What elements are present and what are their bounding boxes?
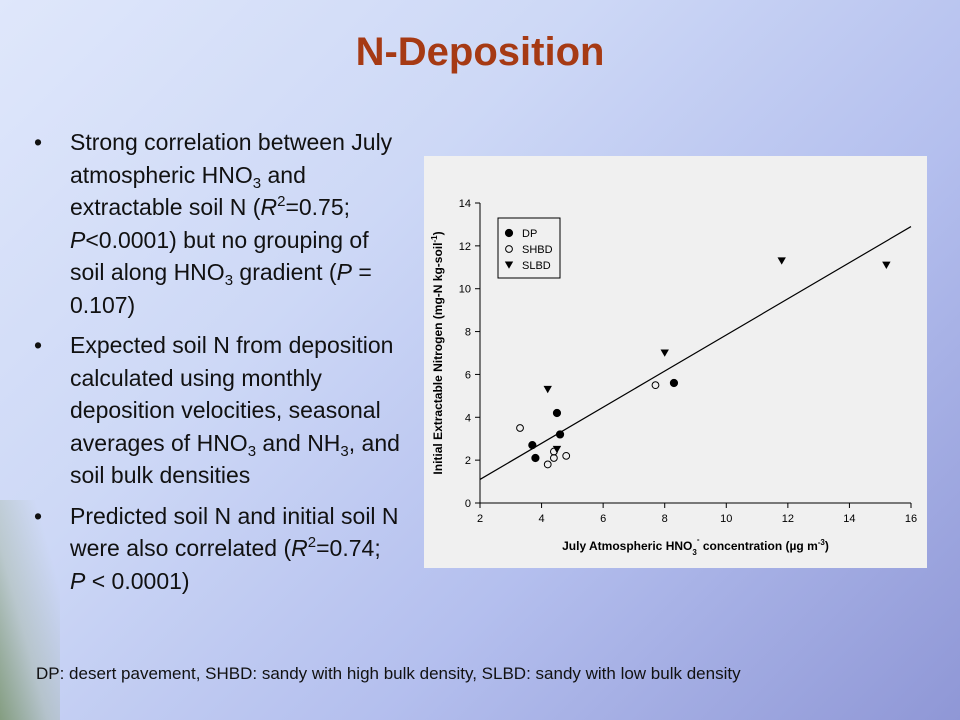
legend-marker-slbd	[504, 261, 514, 269]
x-tick-label: 16	[905, 513, 917, 525]
data-point-slbd	[543, 385, 552, 394]
y-tick-label: 14	[459, 198, 471, 210]
legend-label-slbd: SLBD	[522, 260, 551, 272]
bullet-text: Predicted soil N and initial soil N were…	[70, 502, 399, 594]
x-tick-label: 4	[539, 513, 545, 525]
y-tick-label: 8	[465, 327, 471, 339]
x-tick-label: 12	[782, 513, 794, 525]
data-point-dp	[552, 408, 562, 418]
y-tick-label: 6	[465, 369, 471, 381]
legend-box	[497, 217, 561, 279]
bullet-text: Strong correlation between July atmosphe…	[70, 129, 393, 318]
bullet-item: • Strong correlation between July atmosph…	[30, 126, 400, 321]
data-point-dp	[528, 441, 537, 450]
x-tick-label: 14	[843, 513, 855, 525]
y-axis-title: Initial Extractable Nitrogen (mg-N kg-so…	[430, 231, 445, 474]
data-point-slbd	[660, 349, 669, 357]
y-tick-label: 2	[465, 455, 471, 467]
data-point-shbd	[651, 381, 660, 390]
bullet-item: • Predicted soil N and initial soil N wer…	[30, 500, 400, 598]
bullet-dot: •	[34, 502, 43, 529]
data-point-dp	[669, 378, 679, 388]
regression-line	[479, 226, 912, 480]
bullet-list: • Strong correlation between July atmosph…	[30, 126, 400, 597]
data-point-dp	[555, 430, 565, 439]
bullet-dot: •	[34, 129, 43, 155]
legend-marker-dp	[504, 228, 514, 238]
x-tick-label: 10	[720, 513, 732, 525]
x-tick-label: 6	[600, 513, 606, 525]
x-tick-label: 2	[477, 513, 483, 525]
data-point-shbd	[543, 460, 552, 469]
data-point-slbd	[882, 261, 891, 269]
slide-title: N-Deposition	[355, 30, 605, 74]
data-point-shbd	[549, 454, 558, 462]
bullet-item: • Expected soil N from deposition calcula…	[30, 329, 400, 492]
chart-panel: 2 4 6 8 10 12 14 16 0 2 4 6 8 10 12 14 July Atmospheric …	[424, 156, 927, 568]
y-tick-label: 0	[465, 498, 471, 510]
y-tick-label: 4	[465, 412, 471, 424]
legend-label-dp: DP	[522, 228, 537, 240]
corner-shade	[0, 500, 60, 720]
legend-label-shbd: SHBD	[522, 244, 553, 256]
bullet-dot: •	[34, 332, 43, 358]
data-point-slbd	[552, 445, 562, 454]
bullet-text: Expected soil N from deposition calculat…	[70, 332, 400, 488]
data-point-shbd	[562, 451, 571, 460]
x-tick-label: 8	[662, 513, 668, 525]
data-point-slbd	[777, 257, 786, 265]
data-point-shbd	[516, 424, 524, 432]
footnote: DP: desert pavement, SHBD: sandy with hi…	[36, 664, 741, 683]
x-axis-title: July Atmospheric HNO3- concentration (µg…	[562, 535, 829, 557]
y-tick-label: 10	[459, 284, 471, 296]
data-point-dp	[531, 453, 540, 463]
legend-marker-shbd	[505, 245, 513, 253]
y-tick-label: 12	[459, 241, 471, 253]
